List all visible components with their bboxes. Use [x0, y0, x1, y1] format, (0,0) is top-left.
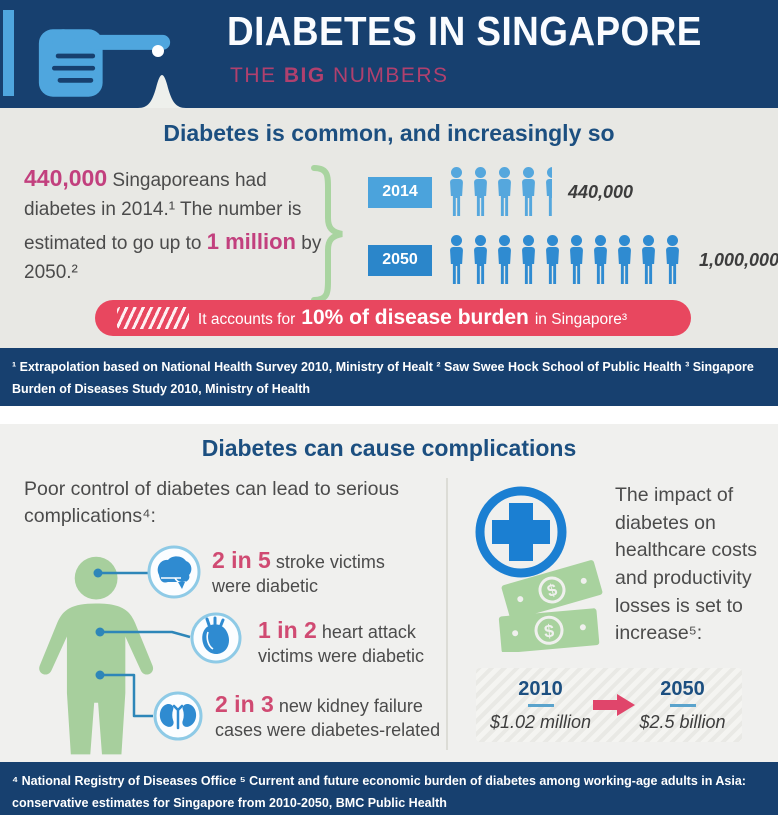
pictogram-row-2014: 2014 440,000 [368, 166, 633, 218]
comparison-to: 2050 $2.5 billion [637, 678, 728, 733]
ratio-stroke: 2 in 5 [212, 547, 271, 573]
page-title: DIABETES IN SINGAPORE [227, 8, 702, 54]
complication-item-kidney: 2 in 3 new kidney failure cases were dia… [215, 690, 450, 742]
value-2010: $1.02 million [490, 711, 592, 732]
person-icon [498, 235, 511, 284]
medical-cross-icon [471, 482, 571, 582]
underline-dash [669, 703, 696, 707]
complications-figure: 2 in 5 stroke victims were diabetic 1 in… [22, 532, 446, 760]
banner-text: It accounts for 10% of disease burden in S… [189, 306, 691, 330]
text-kidney: new kidney failure cases were diabetes-r… [215, 696, 441, 741]
money-banknotes-icon: $ $ [492, 550, 612, 654]
banner-pre: It accounts for [197, 311, 296, 328]
subtitle-bold: BIG [283, 64, 326, 87]
header-peak-decoration [138, 73, 186, 108]
person-icon [450, 167, 463, 216]
pointing-hand-icon [22, 24, 172, 102]
ratio-heart: 1 in 2 [258, 617, 317, 643]
text-heart: heart attack victims were diabetic [258, 622, 425, 667]
header-band: DIABETES IN SINGAPORE THE BIG NUMBERS [0, 0, 778, 108]
person-icon [498, 167, 511, 216]
person-icon [522, 167, 535, 216]
disease-burden-banner: It accounts for 10% of disease burden in S… [95, 300, 691, 336]
header-dot-accent [152, 45, 164, 57]
value-2050: $2.5 billion [639, 711, 726, 732]
column-divider [446, 478, 448, 750]
person-icon [474, 235, 487, 284]
person-icon [546, 167, 552, 216]
person-icon [570, 235, 583, 284]
dollar-sign: $ [543, 621, 555, 642]
cost-impact-text: The impact of diabetes on healthcare cos… [615, 484, 757, 645]
person-icon [618, 235, 631, 284]
arrow-right-icon [591, 692, 637, 718]
cost-comparison-box: 2010 $1.02 million 2050 $2.5 billion [476, 668, 742, 742]
section-heading: Diabetes can cause complications [201, 435, 577, 461]
person-icons-2014 [446, 167, 552, 217]
organ-callouts [22, 532, 446, 765]
complication-item-heart: 1 in 2 heart attack victims were diabeti… [258, 616, 448, 668]
header-accent-bar [3, 10, 14, 96]
comparison-from: 2010 $1.02 million [490, 678, 591, 733]
section-complications: Diabetes can cause complications Poor co… [0, 424, 778, 762]
stat-1-million: 1 million [206, 228, 296, 254]
prevalence-intro-text: 440,000 Singaporeans had diabetes in 201… [24, 161, 324, 288]
year-2010: 2010 [518, 677, 563, 700]
complications-intro-text: Poor control of diabetes can lead to ser… [24, 478, 400, 528]
subtitle-pre: THE [230, 64, 284, 87]
person-icon [474, 167, 487, 216]
year-badge-2014: 2014 [368, 176, 432, 208]
person-icon [522, 235, 535, 284]
banner-highlight: 10% of disease burden [301, 306, 529, 329]
pictogram-row-2050: 2050 1,000,000 [368, 234, 778, 286]
intro-text-a: Singaporeans had diabetes in 2014.¹ The … [24, 170, 302, 254]
value-label-2014: 440,000 [568, 181, 634, 202]
heart-icon [190, 612, 242, 664]
section-prevalence: Diabetes is common, and increasingly so … [0, 108, 778, 348]
person-icons-2050 [446, 235, 683, 285]
person-icon [450, 235, 463, 284]
complication-item-stroke: 2 in 5 stroke victims were diabetic [212, 546, 402, 598]
stat-440000: 440,000 [24, 165, 108, 191]
person-icon [666, 235, 679, 284]
kidneys-icon [153, 691, 203, 741]
curly-brace-icon [308, 164, 348, 304]
brain-icon [147, 545, 201, 599]
person-icon [594, 235, 607, 284]
text-stroke: stroke victims were diabetic [212, 552, 385, 597]
ratio-kidney: 2 in 3 [215, 691, 274, 717]
year-badge-2050: 2050 [368, 244, 432, 276]
intro-text-b: by 2050.² [24, 232, 322, 283]
banner-post: in Singapore³ [534, 311, 628, 328]
person-icon [642, 235, 655, 284]
value-label-2050: 1,000,000 [699, 249, 778, 270]
page-subtitle: THE BIG NUMBERS [230, 64, 449, 88]
footnote-sources-2: ⁴ National Registry of Diseases Office ⁵… [0, 762, 778, 815]
footnote-sources-1: ¹ Extrapolation based on National Health… [0, 348, 778, 406]
human-silhouette-icon [28, 554, 174, 764]
subtitle-post: NUMBERS [325, 64, 449, 87]
hatch-stripes-icon [117, 307, 189, 329]
year-2050: 2050 [660, 677, 705, 700]
underline-dash [527, 703, 554, 707]
section-heading: Diabetes is common, and increasingly so [163, 120, 615, 146]
person-icon [546, 235, 559, 284]
